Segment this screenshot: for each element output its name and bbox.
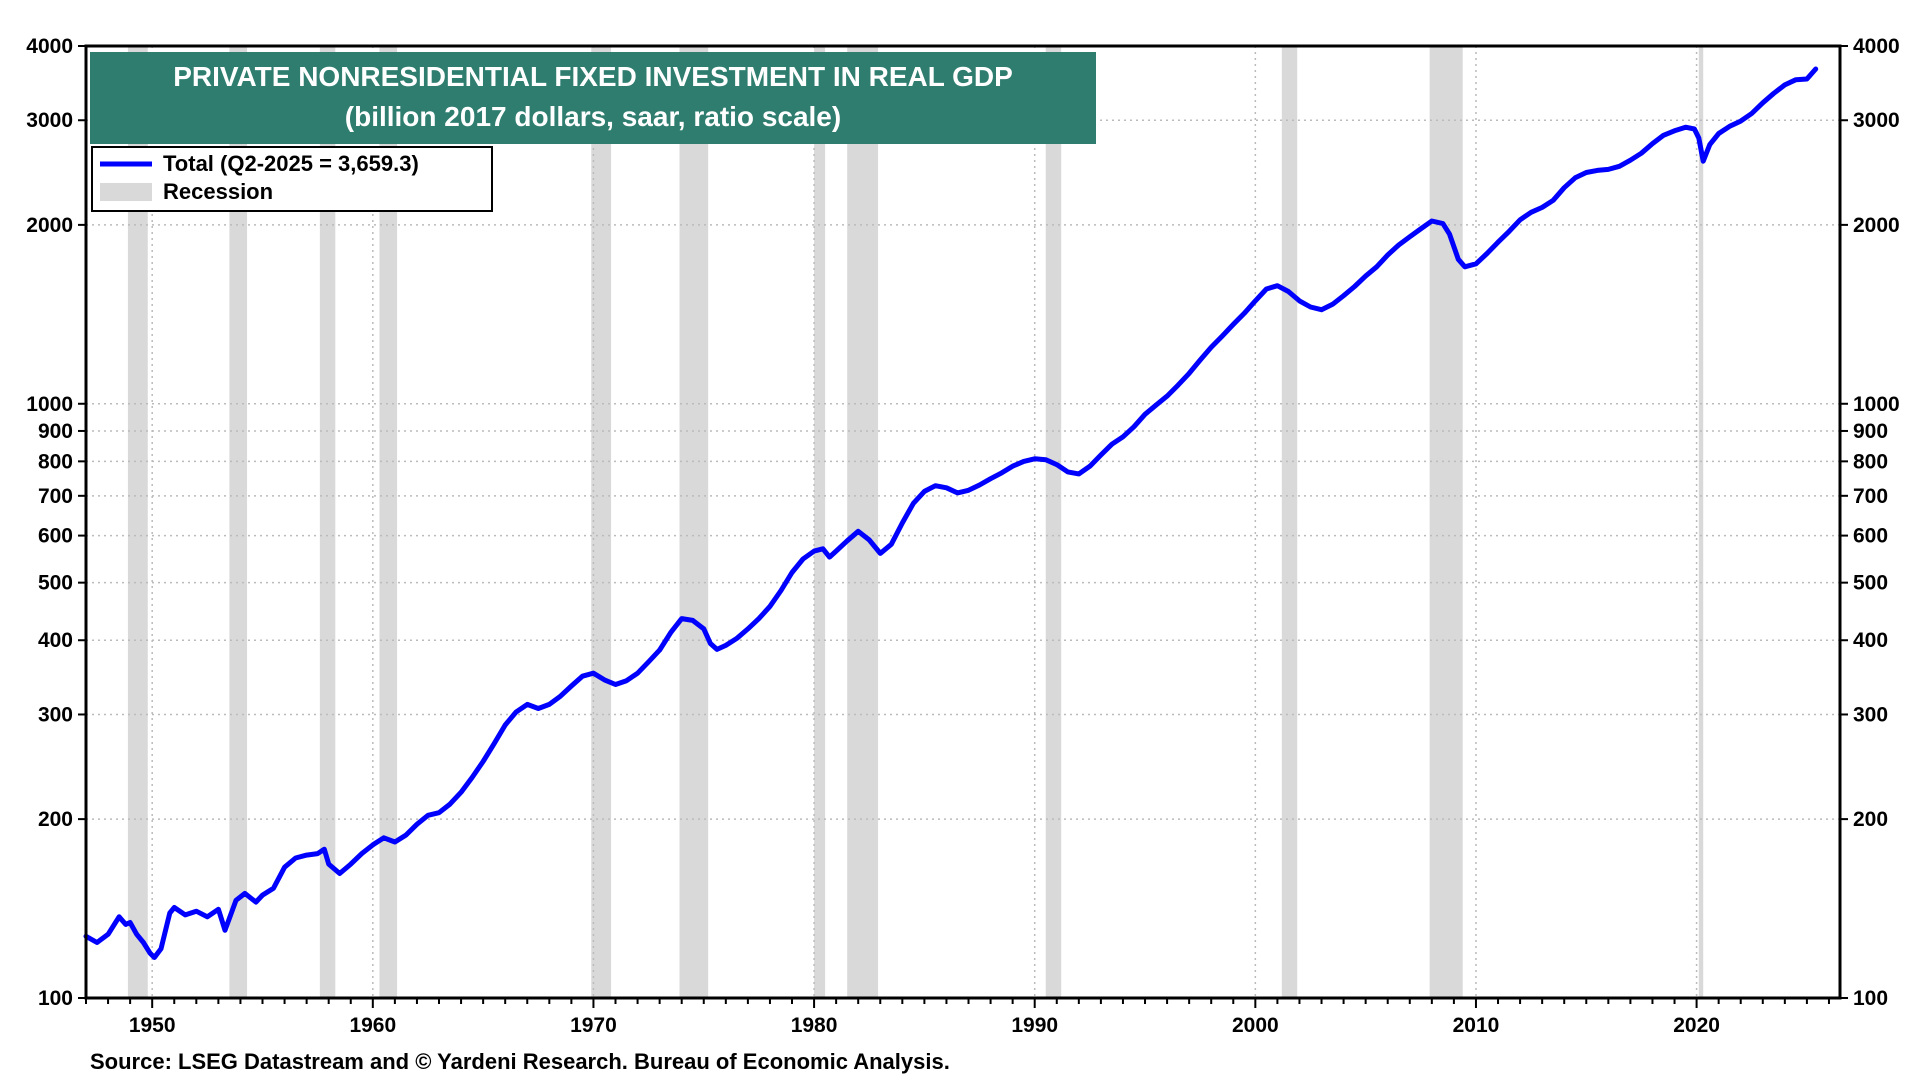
- recession-bands: [127, 46, 1704, 998]
- y-tick-label-left: 500: [38, 572, 73, 595]
- y-tick-label-left: 4000: [26, 35, 73, 58]
- y-tick-label-right: 4000: [1853, 35, 1900, 58]
- x-tick-label: 1980: [791, 1014, 838, 1037]
- x-tick-label: 2020: [1673, 1014, 1720, 1037]
- y-tick-label-right: 200: [1853, 808, 1888, 831]
- y-tick-label-left: 400: [38, 629, 73, 652]
- title-background: [90, 52, 1096, 144]
- y-tick-label-right: 1000: [1853, 393, 1900, 416]
- recession-band-10: [1429, 46, 1463, 998]
- title-box: PRIVATE NONRESIDENTIAL FIXED INVESTMENT …: [90, 52, 1096, 144]
- axes: 100 100 200 200 300 300 400 400 500 500 600 600 700 7…: [26, 35, 1899, 1037]
- recession-band-1: [229, 46, 248, 998]
- y-tick-label-right: 500: [1853, 572, 1888, 595]
- y-tick-label-right: 2000: [1853, 214, 1900, 237]
- y-tick-label-left: 200: [38, 808, 73, 831]
- y-tick-label-left: 2000: [26, 214, 73, 237]
- recession-band-6: [814, 46, 826, 998]
- legend-recession-swatch: [100, 183, 152, 201]
- series-line-0: [83, 66, 1819, 960]
- plot-frame: [84, 44, 1842, 1000]
- legend-box: [91, 146, 493, 212]
- chart-subtitle: (billion 2017 dollars, saar, ratio scale…: [345, 101, 841, 132]
- y-tick-label-right: 3000: [1853, 109, 1900, 132]
- x-tick-label: 1950: [129, 1014, 176, 1037]
- y-tick-label-left: 900: [38, 420, 73, 443]
- recession-band-9: [1281, 46, 1298, 998]
- y-tick-label-right: 700: [1853, 485, 1888, 508]
- recession-band-11: [1698, 46, 1704, 998]
- y-tick-label-left: 1000: [26, 393, 73, 416]
- recession-band-5: [679, 46, 709, 998]
- y-tick-label-left: 300: [38, 703, 73, 726]
- recession-band-0: [127, 46, 148, 998]
- x-tick-label: 1990: [1011, 1014, 1058, 1037]
- source-note: Source: LSEG Datastream and © Yardeni Re…: [90, 1049, 950, 1074]
- y-tick-label-left: 700: [38, 485, 73, 508]
- x-tick-label: 1960: [349, 1014, 396, 1037]
- recession-band-4: [591, 46, 612, 998]
- recession-band-2: [319, 46, 336, 998]
- y-tick-label-right: 900: [1853, 420, 1888, 443]
- recession-band-7: [847, 46, 879, 998]
- y-tick-label-left: 800: [38, 450, 73, 473]
- x-tick-label: 1970: [570, 1014, 617, 1037]
- chart-title: PRIVATE NONRESIDENTIAL FIXED INVESTMENT …: [173, 61, 1013, 92]
- y-tick-label-right: 100: [1853, 987, 1888, 1010]
- y-tick-label-right: 800: [1853, 450, 1888, 473]
- legend-label-recession: Recession: [163, 179, 273, 204]
- y-tick-label-right: 600: [1853, 525, 1888, 548]
- y-tick-label-right: 300: [1853, 703, 1888, 726]
- legend: Total (Q2-2025 = 3,659.3) Recession: [91, 146, 493, 212]
- recession-band-8: [1045, 46, 1062, 998]
- legend-label-total: Total (Q2-2025 = 3,659.3): [163, 151, 419, 176]
- y-tick-label-left: 100: [38, 987, 73, 1010]
- x-tick-label: 2010: [1453, 1014, 1500, 1037]
- y-tick-label-left: 600: [38, 525, 73, 548]
- recession-band-3: [379, 46, 398, 998]
- x-tick-label: 2000: [1232, 1014, 1279, 1037]
- y-tick-label-left: 3000: [26, 109, 73, 132]
- series-group: [83, 66, 1819, 960]
- y-tick-label-right: 400: [1853, 629, 1888, 652]
